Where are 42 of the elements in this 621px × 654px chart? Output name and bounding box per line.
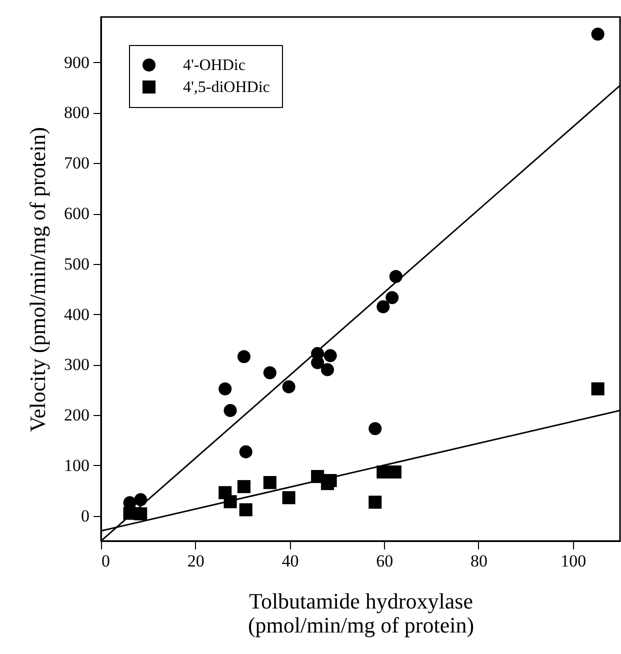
y-tick-label: 800 [64,103,90,122]
point [282,380,296,394]
point [218,382,232,396]
point [388,465,402,478]
x-tick-label: 0 [102,552,110,570]
point [311,356,324,370]
legend-label: 4',5-diOHDic [183,79,270,96]
point [237,480,250,494]
y-axis-title: Velocity (pmol/min/mg of protein) [25,127,50,432]
y-tick-label: 100 [64,456,90,475]
point [237,350,250,364]
point [239,503,252,516]
x-tick-label: 100 [560,552,586,570]
point [239,445,252,458]
point [386,291,399,304]
point [134,493,148,506]
y-tick-label: 300 [64,355,90,374]
y-tick-label: 0 [81,506,90,526]
y-tick-label: 500 [64,254,90,274]
point [263,366,276,380]
point [263,476,276,490]
x-tick-label: 60 [376,552,394,570]
point [591,382,604,396]
point [282,491,296,504]
point [224,404,237,418]
point [320,363,334,376]
legend-label: 4'-OHDic [183,57,246,74]
point [324,349,337,362]
y-tick-label: 200 [64,406,90,425]
y-tick-label: 900 [64,52,90,72]
y-tick-label: 600 [64,204,90,223]
point [368,422,382,436]
x-tick-label: 40 [282,552,299,570]
point [134,507,148,520]
point [368,496,382,509]
x-tick-label: 20 [187,552,204,570]
x-tick-label: 80 [470,552,488,570]
x-axis-title: Tolbutamide hydroxylase (pmol/min/mg of protein) [248,588,474,638]
point [591,28,604,41]
point [376,300,390,314]
y-tick-label: 400 [64,304,90,324]
y-tick-label: 700 [64,154,90,173]
